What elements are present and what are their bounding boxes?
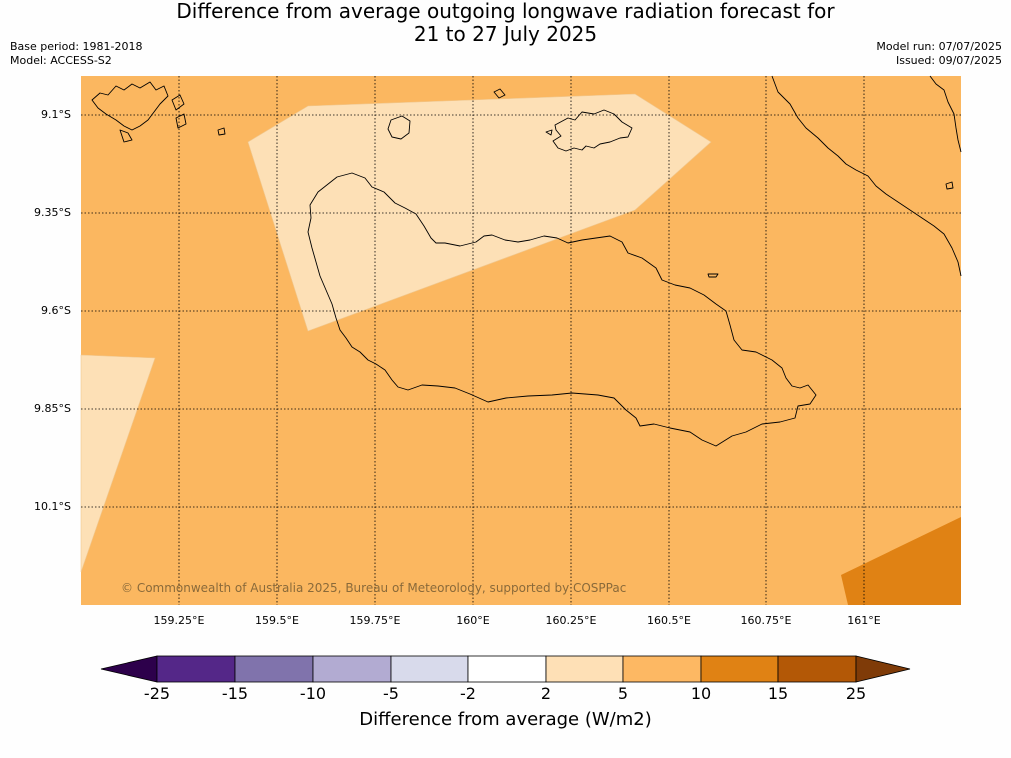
colorbar-bin-3 bbox=[312, 655, 392, 683]
lon-label-4: 160°E bbox=[456, 614, 490, 627]
colorbar-tick-3: -10 bbox=[299, 684, 327, 703]
coastline-northwest bbox=[91, 81, 169, 131]
colorbar-bin-5 bbox=[467, 655, 547, 683]
coastline-florida-islet bbox=[545, 129, 553, 136]
colorbar-label: Difference from average (W/m2) bbox=[359, 709, 652, 730]
colorbar-tick-6: 2 bbox=[540, 684, 552, 703]
colorbar-tick-4: -5 bbox=[383, 684, 399, 703]
coastline-malaita bbox=[771, 75, 962, 277]
lat-label-3: 9.6°S bbox=[41, 304, 71, 317]
colorbar-bin-8 bbox=[700, 655, 779, 683]
coastline-islet-east bbox=[707, 273, 719, 278]
lat-label-2: 9.35°S bbox=[34, 206, 71, 219]
coastline-north-islet bbox=[493, 88, 506, 99]
title-line-2: 21 to 27 July 2025 bbox=[413, 22, 598, 46]
colorbar-tick-10: 25 bbox=[845, 684, 867, 703]
coastline-northwest-islet-2 bbox=[175, 113, 187, 129]
meta-left: Base period: 1981-2018 Model: ACCESS-S2 bbox=[10, 40, 142, 68]
colorbar-tick-1: -25 bbox=[143, 684, 171, 703]
coastline-malaita-north bbox=[929, 75, 962, 153]
colorbar-bin-9 bbox=[777, 655, 857, 683]
lon-label-3: 159.75°E bbox=[349, 614, 401, 627]
coastline-savo bbox=[387, 115, 411, 140]
colorbar-high-extension bbox=[855, 655, 911, 683]
lon-label-8: 161°E bbox=[847, 614, 881, 627]
model-run: Model run: 07/07/2025 bbox=[876, 40, 1002, 53]
graticule bbox=[81, 76, 961, 605]
contour-10-15-southeast bbox=[841, 517, 961, 605]
colorbar-bin-1 bbox=[156, 655, 236, 683]
colorbar-bin-6 bbox=[545, 655, 624, 683]
coastline-florida-islands bbox=[552, 109, 633, 152]
lat-label-1: 9.1°S bbox=[41, 108, 71, 121]
model-name: Model: ACCESS-S2 bbox=[10, 54, 112, 67]
issued-date: Issued: 09/07/2025 bbox=[895, 54, 1002, 67]
lon-label-7: 160.75°E bbox=[740, 614, 792, 627]
title-line-1: Difference from average outgoing longwav… bbox=[176, 0, 835, 23]
lon-label-2: 159.5°E bbox=[255, 614, 299, 627]
colorbar-low-extension bbox=[100, 655, 158, 683]
colorbar bbox=[100, 655, 911, 683]
colorbar-tick-7: 5 bbox=[617, 684, 629, 703]
lat-label-5: 10.1°S bbox=[34, 500, 71, 513]
lat-label-4: 9.85°S bbox=[34, 402, 71, 415]
base-period: Base period: 1981-2018 bbox=[10, 40, 143, 53]
coastline-northwest-islet-4 bbox=[119, 129, 133, 143]
lon-label-5: 160.25°E bbox=[545, 614, 597, 627]
coastline-northwest-islet-3 bbox=[217, 127, 226, 136]
colorbar-bin-4 bbox=[390, 655, 469, 683]
colorbar-bin-7 bbox=[622, 655, 702, 683]
lon-label-6: 160.5°E bbox=[647, 614, 691, 627]
coastline bbox=[91, 75, 962, 447]
colorbar-bin-2 bbox=[234, 655, 314, 683]
lon-label-1: 159.25°E bbox=[153, 614, 205, 627]
colorbar-tick-5: -2 bbox=[460, 684, 476, 703]
copyright-notice: © Commonwealth of Australia 2025, Bureau… bbox=[121, 581, 626, 595]
chart-title: Difference from average outgoing longwav… bbox=[0, 0, 1011, 46]
colorbar-tick-2: -15 bbox=[221, 684, 249, 703]
contour-2-5-north bbox=[247, 93, 712, 332]
meta-right: Model run: 07/07/2025 Issued: 09/07/2025 bbox=[876, 40, 1002, 68]
coastline-malaita-islet bbox=[945, 181, 954, 190]
coastline-northwest-islet-1 bbox=[171, 94, 185, 111]
colorbar-tick-8: 10 bbox=[690, 684, 712, 703]
coastline-guadalcanal bbox=[307, 172, 817, 447]
colorbar-tick-9: 15 bbox=[767, 684, 789, 703]
